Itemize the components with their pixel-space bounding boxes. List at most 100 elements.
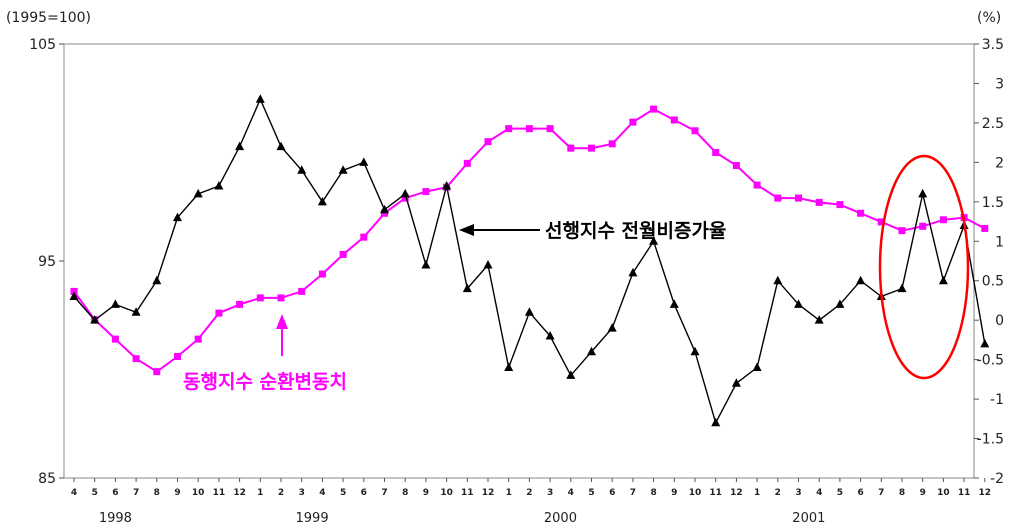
x-year-label: 2000 [544, 511, 577, 526]
coincident-index-point [194, 335, 202, 343]
x-year-label: 2001 [792, 511, 825, 526]
annotation-leading-label: 선행지수 전월비증가율 [545, 220, 726, 242]
x-tick-label: 3 [547, 488, 553, 498]
coincident-index-point [401, 194, 409, 202]
leading-index-point [421, 259, 431, 269]
annotation-coincident-arrow-head [276, 314, 288, 329]
leading-index-point [504, 362, 514, 372]
coincident-index-point [546, 125, 554, 133]
annotation-coincident-label: 동행지수 순환변동치 [183, 371, 347, 393]
coincident-index-point [836, 201, 844, 209]
x-tick-label: 6 [609, 488, 615, 498]
x-tick-label: 12 [730, 488, 743, 498]
leading-index-point [690, 346, 700, 356]
right-tick-label: 2.5 [982, 116, 1004, 132]
x-tick-label: 6 [112, 488, 118, 498]
coincident-index-point [588, 144, 595, 152]
coincident-index-point [298, 287, 306, 295]
coincident-index-point [753, 181, 761, 189]
leading-index-point [628, 267, 638, 277]
right-tick-label: 1.5 [982, 195, 1004, 211]
x-tick-label: 1 [257, 488, 263, 498]
coincident-index-point [70, 287, 78, 295]
x-tick-label: 10 [440, 488, 453, 498]
leading-index-point [442, 181, 452, 190]
leading-index-point [359, 157, 369, 166]
leading-index-point [711, 417, 721, 427]
right-tick-label: -0.5 [977, 353, 1004, 369]
right-tick-label: -2 [990, 471, 1004, 487]
coincident-index-point [795, 194, 802, 202]
x-tick-label: 4 [568, 488, 574, 498]
annotation-leading-arrow-head [459, 224, 474, 236]
leading-index-point [980, 338, 990, 348]
leading-index-point [235, 141, 245, 151]
left-axis-ticks: 105 95 85 [29, 37, 64, 487]
left-tick-label: 85 [38, 471, 56, 487]
leading-index-point [524, 307, 534, 316]
x-tick-label: 7 [630, 488, 636, 498]
x-tick-label: 8 [154, 488, 160, 498]
right-axis-ticks: 3.5 3 2.5 2 1.5 1 0.5 0 -0.5 -1 -1.5 -2 [974, 37, 1004, 487]
x-tick-label: 9 [671, 488, 677, 498]
coincident-index-point [318, 270, 326, 278]
x-tick-label: 11 [709, 488, 722, 498]
coincident-index-point [939, 216, 947, 224]
leading-index-point [794, 299, 803, 308]
x-tick-label: 9 [423, 488, 429, 498]
leading-index-point [400, 188, 410, 198]
coincident-index-point [650, 105, 658, 113]
leading-index-point [587, 346, 596, 356]
leading-index-point [814, 315, 824, 324]
coincident-index-point [525, 125, 533, 133]
x-tick-label: 5 [92, 488, 98, 498]
coincident-index-point [236, 300, 244, 308]
x-tick-label: 2 [278, 488, 284, 498]
leading-index-point [131, 307, 141, 316]
leading-index-point [918, 188, 928, 198]
x-tick-label: 9 [920, 488, 926, 498]
leading-index-point [835, 299, 845, 308]
leading-index-point [297, 165, 307, 174]
right-tick-label: 3.5 [982, 37, 1004, 53]
x-tick-label: 10 [937, 488, 950, 498]
x-tick-label: 4 [816, 488, 822, 498]
leading-index-point [669, 299, 679, 308]
leading-index-point [276, 141, 286, 151]
coincident-index-point [857, 209, 865, 217]
x-tick-label: 5 [837, 488, 843, 498]
x-tick-label: 6 [361, 488, 367, 498]
x-tick-label: 4 [71, 488, 77, 498]
leading-index-point [545, 330, 555, 340]
annotation-leading-index: 선행지수 전월비증가율 [459, 220, 726, 242]
leading-index-point [193, 188, 203, 198]
coincident-index-point [256, 294, 264, 302]
x-tick-label: 7 [878, 488, 884, 498]
x-tick-label: 9 [174, 488, 180, 498]
coincident-index-point [732, 162, 740, 170]
highlight-ellipse [878, 154, 970, 380]
coincident-index-point [463, 159, 471, 167]
coincident-index-point [691, 127, 699, 135]
right-tick-label: 3 [995, 76, 1004, 92]
x-tick-label: 10 [689, 488, 702, 498]
x-tick-label: 6 [857, 488, 863, 498]
left-tick-label: 105 [29, 37, 56, 53]
coincident-index-point [174, 352, 181, 360]
x-tick-label: 11 [958, 488, 971, 498]
coincident-index-point [381, 209, 388, 217]
leading-index-point [317, 196, 327, 206]
x-tick-label: 5 [340, 488, 346, 498]
coincident-index-point [505, 125, 513, 133]
leading-index-point [649, 236, 659, 245]
coincident-index-point [360, 233, 368, 241]
leading-index-point [462, 283, 472, 293]
x-axis-ticks: 4 5 6 7 8 9 10 11 12 1 2 3 4 5 6 7 8 9 10 11 12 1 2 3 4 5 6 7 8 9 10 11… [71, 478, 991, 498]
leading-index-point [338, 165, 348, 174]
leading-index-point [897, 283, 907, 293]
left-axis-unit: (1995=100) [6, 10, 91, 26]
coincident-index-point [815, 198, 823, 206]
coincident-index-point [277, 294, 285, 302]
leading-index-point [938, 275, 948, 285]
